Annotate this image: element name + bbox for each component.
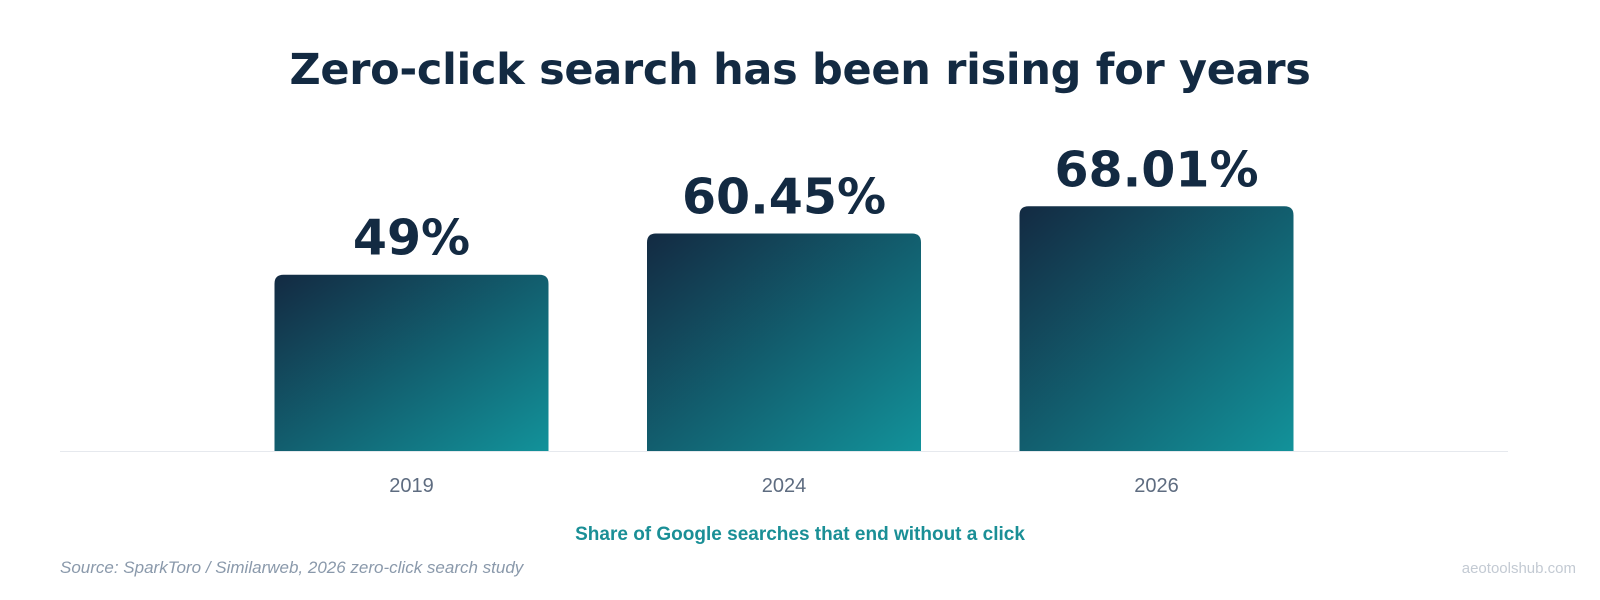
- data-label-2026: 68.01%: [1054, 141, 1258, 198]
- chart-title: Zero-click search has been rising for ye…: [289, 45, 1311, 95]
- data-label-2019: 49%: [353, 210, 470, 267]
- data-label-2024: 60.45%: [682, 169, 886, 226]
- bar-2024: [647, 233, 921, 451]
- x-tick-label-2019: 2019: [389, 475, 434, 497]
- brand-watermark: aeotoolshub.com: [1461, 560, 1576, 577]
- x-tick-labels-group: 2019 2024 2026: [389, 475, 1179, 497]
- x-axis-label: Share of Google searches that end withou…: [575, 524, 1025, 545]
- x-tick-label-2026: 2026: [1134, 475, 1179, 497]
- bar-2019: [274, 274, 549, 451]
- bar-2026: [1019, 206, 1294, 451]
- x-tick-label-2024: 2024: [762, 475, 807, 497]
- data-labels-group: 49% 60.45% 68.01%: [353, 141, 1259, 266]
- bars-group: [274, 206, 1294, 451]
- source-note: Source: SparkToro / Similarweb, 2026 zer…: [60, 558, 524, 577]
